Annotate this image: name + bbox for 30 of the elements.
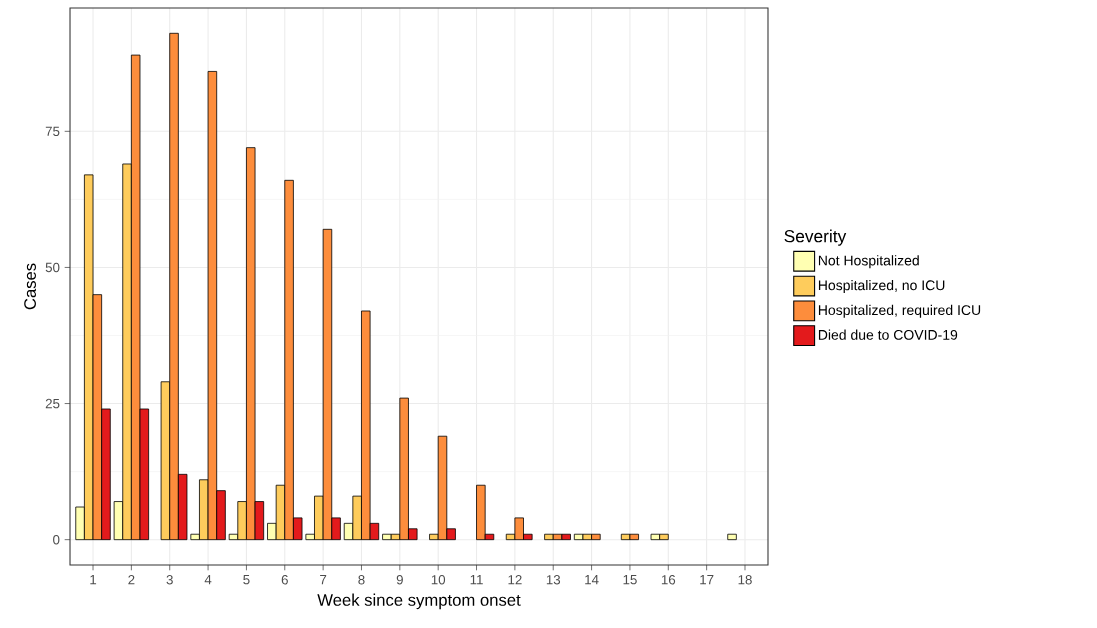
x-tick-label: 10 <box>431 575 446 585</box>
x-axis-title: Week since symptom onset <box>317 593 521 610</box>
y-tick-label: 25 <box>45 398 60 409</box>
x-tick-label: 3 <box>166 575 173 585</box>
x-tick-label: 11 <box>470 575 483 585</box>
y-tick-label: 50 <box>45 262 60 273</box>
x-tick-label: 5 <box>243 575 250 585</box>
bar <box>727 533 737 541</box>
x-tick-label: 7 <box>320 575 327 585</box>
x-tick-label: 17 <box>700 575 714 585</box>
x-tick-label: 13 <box>546 575 561 585</box>
x-tick-label: 1 <box>90 575 97 585</box>
legend-label: Not Hospitalized <box>818 255 919 269</box>
x-tick-label: 4 <box>204 575 212 585</box>
x-tick-label: 15 <box>623 575 637 585</box>
x-tick-label: 2 <box>128 575 135 585</box>
x-tick-label: 16 <box>661 575 676 585</box>
y-tick-label: 75 <box>45 126 60 136</box>
x-tick-label: 12 <box>508 575 522 585</box>
x-tick-label: 8 <box>358 575 365 585</box>
legend-label: Hospitalized, no ICU <box>818 279 945 294</box>
x-tick-label: 14 <box>585 575 599 585</box>
x-tick-label: 6 <box>281 575 288 585</box>
x-tick-label: 9 <box>396 575 403 585</box>
y-tick-label: 0 <box>53 534 60 545</box>
x-tick-label: 18 <box>738 575 752 585</box>
y-axis-title: Cases <box>24 263 36 310</box>
legend-label: Died due to COVID-19 <box>818 329 958 340</box>
legend-label: Hospitalized, required ICU <box>818 304 981 318</box>
legend-title: Severity <box>784 229 847 246</box>
